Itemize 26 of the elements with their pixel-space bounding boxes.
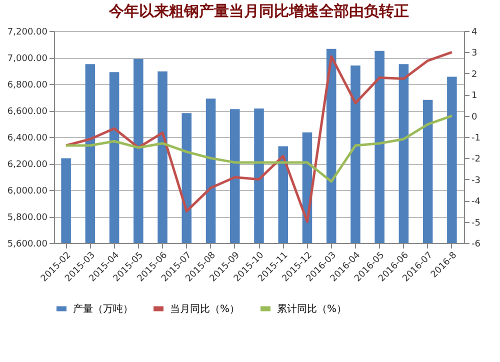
legend-label: 当月同比（%） bbox=[170, 302, 240, 315]
y2-tick-label: 4 bbox=[472, 28, 478, 38]
line-series bbox=[64, 50, 454, 224]
y2-tick-label: -5 bbox=[472, 218, 480, 228]
y2-tick-label: -3 bbox=[472, 176, 480, 186]
y-tick-label: 6,000.00 bbox=[7, 186, 48, 196]
y2-tick-label: -1 bbox=[472, 134, 480, 144]
legend-label: 产量（万吨） bbox=[73, 302, 133, 315]
y2-tick-label: -6 bbox=[472, 240, 481, 250]
y-tick-label: 6,400.00 bbox=[7, 134, 48, 144]
y-tick-label: 5,600.00 bbox=[7, 240, 48, 250]
y2-tick-label: -4 bbox=[472, 197, 481, 208]
y2-tick-label: -2 bbox=[472, 154, 480, 165]
line-series bbox=[64, 114, 454, 183]
y-tick-label: 6,800.00 bbox=[7, 80, 48, 90]
y2-tick-label: 0 bbox=[472, 112, 478, 122]
legend-label: 累计同比（%） bbox=[277, 302, 347, 315]
y2-tick-label: 3 bbox=[472, 48, 478, 59]
y-tick-label: 7,200.00 bbox=[7, 28, 48, 38]
y2-tick-label: 1 bbox=[472, 91, 478, 102]
y-tick-label: 7,000.00 bbox=[7, 54, 48, 64]
chart-title: 今年以来粗钢产量当月同比增速全部由负转正 bbox=[108, 2, 409, 20]
y-tick-label: 5,800.00 bbox=[7, 213, 48, 223]
y-tick-label: 6,600.00 bbox=[7, 107, 48, 117]
y2-tick-label: 2 bbox=[472, 70, 478, 80]
y-tick-label: 6,200.00 bbox=[7, 160, 48, 170]
